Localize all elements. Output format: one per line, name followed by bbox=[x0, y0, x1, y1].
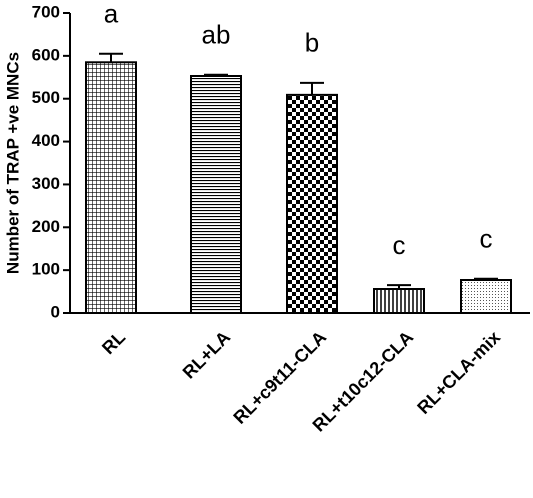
annotation: c bbox=[393, 230, 406, 260]
bar bbox=[286, 93, 338, 314]
x-tick-label: RL bbox=[98, 327, 129, 358]
error-bar bbox=[387, 284, 411, 289]
bar bbox=[460, 279, 512, 314]
x-tick-label: RL+c9t11-CLA bbox=[229, 327, 330, 428]
y-tick-label: 600 bbox=[32, 45, 60, 64]
bar bbox=[85, 61, 137, 314]
y-tick-label: 100 bbox=[32, 260, 60, 279]
x-tick-label: RL+CLA-mix bbox=[413, 327, 504, 418]
annotation: b bbox=[305, 28, 319, 58]
error-bar bbox=[204, 73, 228, 76]
annotation: ab bbox=[202, 20, 231, 50]
error-bar bbox=[99, 52, 123, 63]
error-bar bbox=[474, 277, 498, 280]
x-tick-label: RL+LA bbox=[179, 327, 235, 383]
bar bbox=[373, 288, 425, 314]
annotation: c bbox=[480, 224, 493, 254]
y-axis-label: Number of TRAP +ve MNCs bbox=[3, 52, 22, 274]
y-tick-label: 700 bbox=[32, 2, 60, 21]
y-tick-label: 500 bbox=[32, 88, 60, 107]
y-tick-label: 0 bbox=[51, 302, 60, 321]
error-bar bbox=[300, 81, 324, 95]
annotation: a bbox=[104, 0, 119, 29]
y-tick-label: 300 bbox=[32, 174, 60, 193]
bar bbox=[190, 75, 242, 314]
y-tick-label: 200 bbox=[32, 217, 60, 236]
y-tick-label: 400 bbox=[32, 131, 60, 150]
